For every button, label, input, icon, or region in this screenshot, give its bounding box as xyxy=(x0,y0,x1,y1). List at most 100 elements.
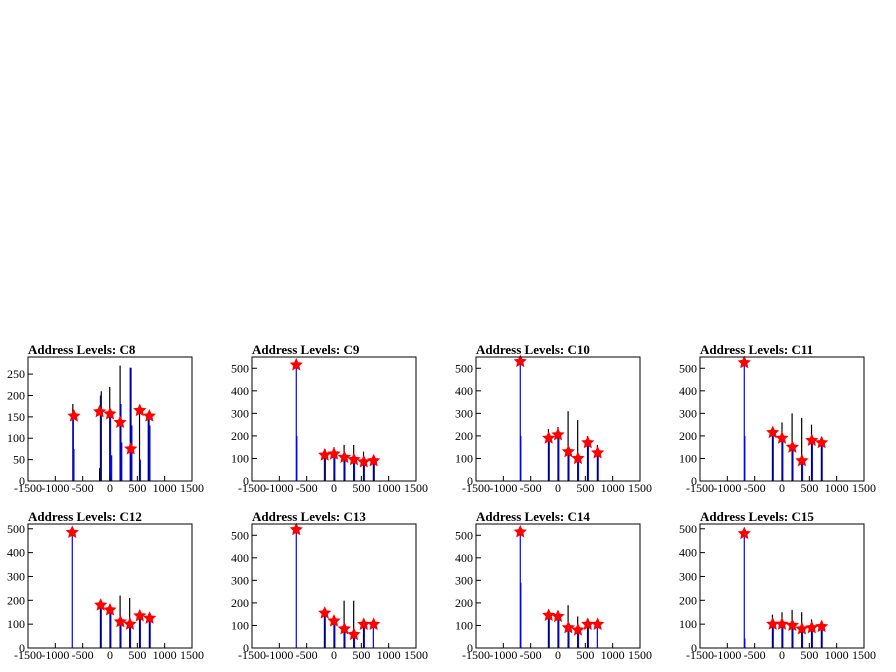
y-tick-label: 400 xyxy=(679,384,697,398)
peak-marker xyxy=(815,619,829,633)
x-tick-label: 1000 xyxy=(153,481,177,495)
y-tick-label: 300 xyxy=(455,573,473,587)
chart-title: Address Levels: C10 xyxy=(476,342,590,357)
chart-panel: Address Levels: C11 0 100 200 300 400 500 -1500… xyxy=(679,342,876,495)
peak-marker xyxy=(571,451,585,465)
chart-title: Address Levels: C9 xyxy=(252,342,360,357)
peak-marker xyxy=(542,608,556,621)
x-tick-label: -1500 xyxy=(14,648,42,662)
peak-marker xyxy=(103,406,117,420)
x-tick-label: -1500 xyxy=(14,481,42,495)
y-tick-label: 200 xyxy=(455,596,473,610)
y-tick-label: 0 xyxy=(243,641,249,655)
x-tick-label: 0 xyxy=(331,481,337,495)
x-tick-label: -500 xyxy=(520,648,542,662)
peak-marker xyxy=(318,606,332,619)
peak-marker xyxy=(327,613,341,627)
x-tick-label: 1000 xyxy=(377,481,401,495)
y-tick-label: 0 xyxy=(19,641,25,655)
x-tick-label: -1000 xyxy=(489,648,517,662)
y-tick-label: 300 xyxy=(679,406,697,420)
y-tick-label: 250 xyxy=(7,367,25,381)
peak-marker xyxy=(785,440,800,453)
y-tick-label: 300 xyxy=(231,406,249,420)
peak-marker xyxy=(805,620,819,634)
x-tick-label: 1500 xyxy=(404,481,428,495)
y-tick-label: 0 xyxy=(467,474,473,488)
peak-marker xyxy=(805,433,819,447)
y-tick-label: 400 xyxy=(679,546,697,560)
peak-marker xyxy=(337,621,352,635)
x-tick-label: 0 xyxy=(779,481,785,495)
peak-marker xyxy=(591,617,605,630)
peak-marker xyxy=(542,431,556,444)
x-tick-label: 1500 xyxy=(628,648,652,662)
peak-marker xyxy=(347,627,361,641)
peak-marker xyxy=(133,608,147,622)
peak-marker xyxy=(123,617,137,630)
y-tick-label: 100 xyxy=(679,451,697,465)
peak-marker xyxy=(318,448,332,461)
chart-title: Address Levels: C8 xyxy=(28,342,136,357)
peak-marker xyxy=(124,441,138,455)
chart-panel: Address Levels: C15 0 100 200 300 400 500 -1500… xyxy=(679,509,876,662)
peak-marker xyxy=(143,611,157,624)
x-tick-label: 0 xyxy=(331,648,337,662)
x-tick-label: 1000 xyxy=(153,648,177,662)
x-tick-label: 500 xyxy=(352,481,370,495)
x-tick-label: -1000 xyxy=(41,481,69,495)
y-tick-label: 50 xyxy=(13,453,25,467)
x-tick-label: 1500 xyxy=(404,648,428,662)
y-tick-label: 200 xyxy=(231,596,249,610)
x-tick-label: 1500 xyxy=(180,648,204,662)
peak-marker xyxy=(571,622,585,636)
peak-marker xyxy=(367,453,381,467)
x-tick-label: 500 xyxy=(576,481,594,495)
y-tick-label: 500 xyxy=(455,528,473,542)
x-tick-label: 500 xyxy=(800,481,818,495)
y-tick-label: 400 xyxy=(7,546,25,560)
y-tick-label: 400 xyxy=(455,551,473,565)
y-tick-label: 400 xyxy=(231,551,249,565)
y-tick-label: 200 xyxy=(7,593,25,607)
y-tick-label: 300 xyxy=(231,573,249,587)
y-tick-label: 0 xyxy=(691,641,697,655)
chart-panel: Address Levels: C12 0 100 200 300 400 500 -1500… xyxy=(7,509,204,662)
peak-marker xyxy=(766,617,780,630)
peak-marker xyxy=(581,435,595,449)
chart-panel: Address Levels: C14 0 100 200 300 400 500 -1500… xyxy=(455,509,652,662)
x-tick-label: -1500 xyxy=(462,648,490,662)
y-tick-label: 200 xyxy=(7,388,25,402)
chart-panel: Address Levels: C13 0 100 200 300 400 500 -1500… xyxy=(231,509,428,662)
peak-marker xyxy=(737,526,751,540)
chart-panel: Address Levels: C10 0 100 200 300 400 500 -1500… xyxy=(455,342,652,495)
x-tick-label: -500 xyxy=(744,648,766,662)
y-tick-label: 300 xyxy=(679,569,697,583)
x-tick-label: 1500 xyxy=(628,481,652,495)
y-tick-label: 0 xyxy=(243,474,249,488)
x-tick-label: 500 xyxy=(128,481,146,495)
x-tick-label: 0 xyxy=(107,648,113,662)
x-tick-label: 0 xyxy=(779,648,785,662)
x-tick-label: 1000 xyxy=(825,481,849,495)
y-tick-label: 100 xyxy=(7,431,25,445)
peak-marker xyxy=(92,404,107,418)
peak-marker xyxy=(551,427,565,441)
x-tick-label: -1500 xyxy=(462,481,490,495)
x-tick-label: -500 xyxy=(72,648,94,662)
peak-marker xyxy=(367,617,381,630)
x-tick-label: 0 xyxy=(107,481,113,495)
peak-marker xyxy=(337,450,352,463)
y-tick-label: 200 xyxy=(679,429,697,443)
y-tick-label: 500 xyxy=(679,361,697,375)
y-tick-label: 400 xyxy=(231,384,249,398)
peak-marker xyxy=(67,409,81,422)
chart-title: Address Levels: C12 xyxy=(28,509,142,524)
peak-marker xyxy=(561,620,576,634)
peak-marker xyxy=(581,617,595,630)
peak-marker xyxy=(357,617,371,630)
y-tick-label: 100 xyxy=(455,451,473,465)
y-tick-label: 0 xyxy=(467,641,473,655)
peak-marker xyxy=(815,435,829,449)
x-tick-label: 1000 xyxy=(377,648,401,662)
